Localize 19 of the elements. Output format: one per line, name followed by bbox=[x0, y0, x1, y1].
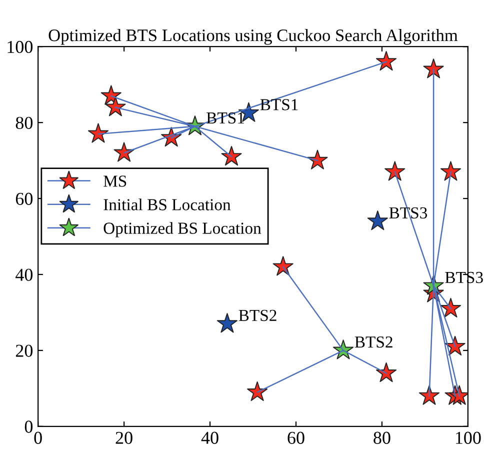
x-tick-label: 40 bbox=[201, 432, 218, 444]
annotation: BTS1 bbox=[260, 99, 298, 110]
chart-title: Optimized BTS Locations using Cuckoo Search Algorithm bbox=[48, 28, 458, 45]
annotation: BTS2 bbox=[238, 310, 276, 322]
y-tick-label: 20 bbox=[16, 344, 33, 357]
legend-label: Initial BS Location bbox=[104, 198, 231, 210]
x-tick-label: 60 bbox=[288, 432, 304, 444]
x-tick-label: 20 bbox=[116, 432, 132, 444]
y-tick-label: 60 bbox=[16, 192, 33, 205]
y-tick-label: 0 bbox=[24, 420, 33, 433]
legend-label: Optimized BS Location bbox=[104, 222, 262, 238]
y-tick-label: 40 bbox=[16, 268, 33, 281]
y-tick-label: 100 bbox=[8, 40, 33, 54]
x-tick-label: 100 bbox=[456, 432, 481, 444]
annotation: BTS2 bbox=[354, 336, 392, 348]
y-tick-label: 80 bbox=[16, 116, 33, 129]
x-tick-label: 80 bbox=[374, 432, 390, 444]
legend-label: MS bbox=[104, 176, 126, 187]
x-tick-label: 0 bbox=[34, 432, 42, 444]
